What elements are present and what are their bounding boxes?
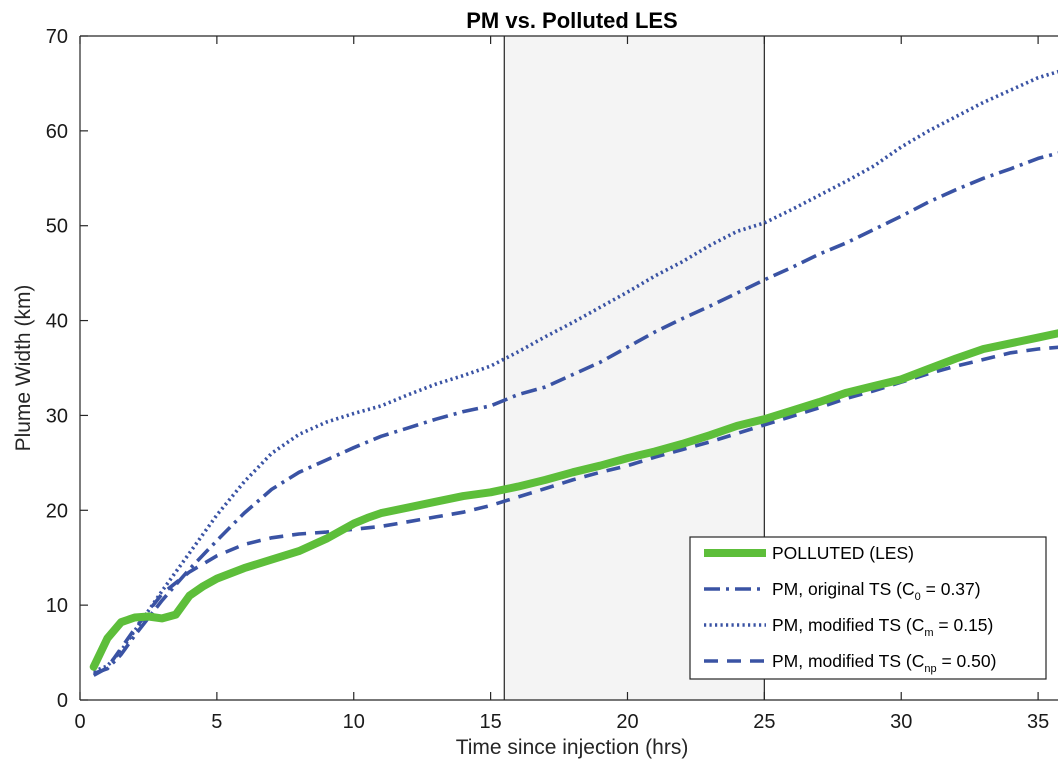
y-tick-label: 60 — [46, 121, 68, 143]
x-tick-label: 5 — [211, 711, 222, 733]
x-tick-label: 20 — [616, 711, 638, 733]
series-line-2 — [93, 151, 1058, 676]
y-tick-label: 40 — [46, 311, 68, 333]
legend-box — [689, 536, 1047, 680]
series-layer — [89, 69, 1058, 677]
legend-label-4: PM, modified TS (Cnp = 0.50) — [772, 651, 996, 675]
y-tick-label: 0 — [57, 690, 68, 712]
legend: POLLUTED (LES) PM, original TS (C0 = 0.37… — [689, 536, 1047, 680]
y-tick-label: 70 — [46, 26, 68, 48]
y-axis-label: Plume Width (km) — [12, 285, 35, 452]
x-tick-label: 0 — [74, 711, 85, 733]
x-tick-label: 25 — [753, 711, 775, 733]
x-tick-label: 10 — [343, 711, 365, 733]
y-tick-label: 10 — [46, 595, 68, 617]
legend-label-2: PM, original TS (C0 = 0.37) — [772, 579, 981, 603]
series-line-1 — [89, 329, 1058, 671]
x-tick-label: 30 — [890, 711, 912, 733]
axes-layer — [79, 35, 1058, 701]
chart-title: PM vs. Polluted LES — [466, 8, 677, 33]
x-tick-label: 35 — [1027, 711, 1049, 733]
y-tick-label: 50 — [46, 216, 68, 238]
x-axis-label: Time since injection (hrs) — [456, 736, 689, 759]
y-tick-label: 20 — [46, 500, 68, 522]
y-tick-label: 30 — [46, 405, 68, 427]
legend-label-3: PM, modified TS (Cm = 0.15) — [772, 615, 993, 639]
x-tick-label: 15 — [479, 711, 501, 733]
legend-label-1: POLLUTED (LES) — [772, 543, 914, 563]
ticks-layer: 0 5 10 15 20 25 30 35 0 10 20 30 40 50 60 70 — [46, 26, 1049, 733]
